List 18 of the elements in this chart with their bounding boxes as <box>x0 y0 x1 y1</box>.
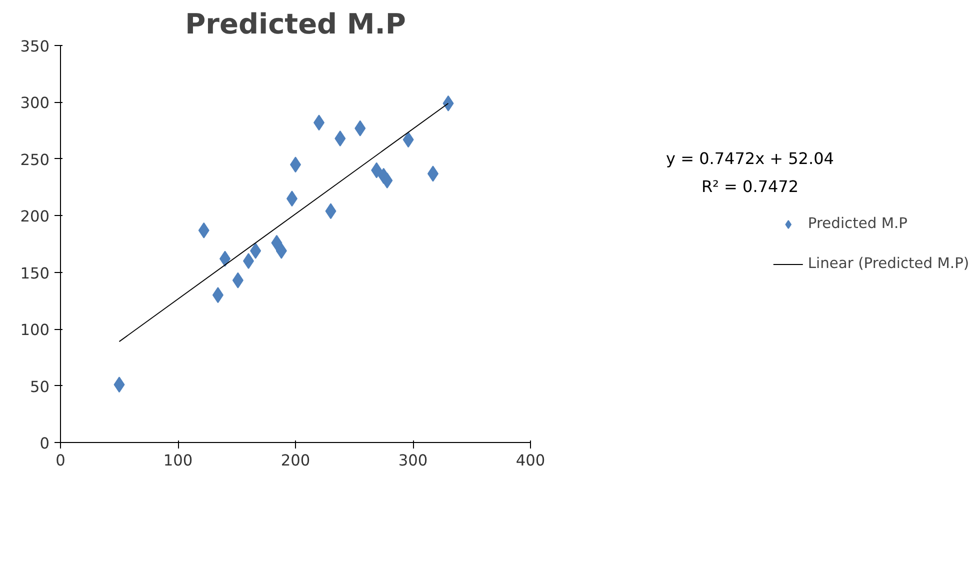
y-tick-label: 100 <box>20 321 50 340</box>
legend-label: Predicted M.P <box>808 215 908 232</box>
y-tick-label: 250 <box>20 150 50 169</box>
text: R² = 0.7472 <box>701 177 799 196</box>
legend-label: Linear (Predicted M.P) <box>808 255 970 272</box>
chart-title: Predicted M.P <box>185 8 406 40</box>
text: y = 0.7472x + 52.04 <box>666 149 834 168</box>
x-tick-label: 300 <box>398 452 428 470</box>
y-tick-label: 150 <box>20 264 50 282</box>
y-tick-label: 50 <box>30 378 50 396</box>
y-tick-label: 200 <box>20 208 50 226</box>
x-tick-label: 200 <box>280 452 310 470</box>
y-tick-label: 300 <box>20 94 50 112</box>
y-tick-label: 0 <box>40 434 50 452</box>
x-tick-label: 0 <box>56 452 66 470</box>
y-tick-label: 350 <box>20 38 50 56</box>
x-tick-label: 100 <box>163 452 193 470</box>
x-tick-label: 400 <box>516 452 546 470</box>
